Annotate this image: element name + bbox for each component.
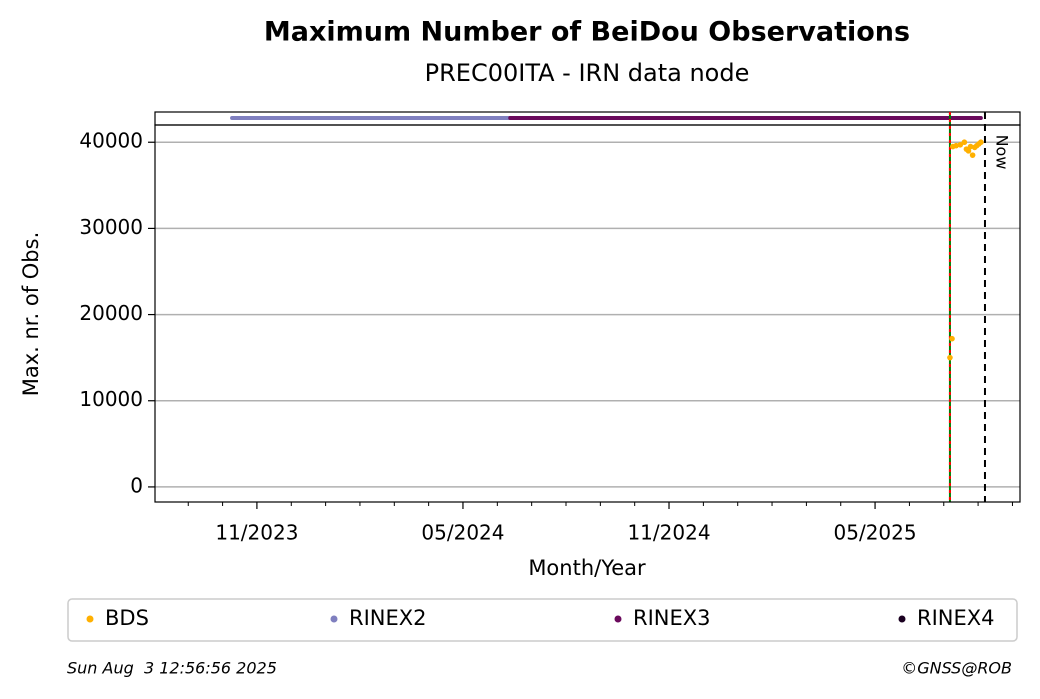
footer-date: Sun Aug 3 12:56:56 2025 xyxy=(67,659,277,678)
chart-subtitle: PREC00ITA - IRN data node xyxy=(425,59,750,87)
legend-marker xyxy=(330,615,338,623)
legend-label: RINEX3 xyxy=(633,606,711,630)
x-tick-label: 05/2025 xyxy=(834,521,917,545)
legend-marker xyxy=(898,615,906,623)
data-point xyxy=(947,354,953,361)
data-point xyxy=(957,142,964,148)
data-point xyxy=(949,335,955,342)
data-point xyxy=(969,152,976,158)
data-point xyxy=(978,139,984,146)
y-axis-label: Max. nr. of Obs. xyxy=(19,232,43,397)
data-point xyxy=(965,148,972,154)
legend-box xyxy=(67,598,1018,642)
x-tick-label: 11/2023 xyxy=(215,521,298,545)
legend-label: RINEX4 xyxy=(917,606,995,630)
legend-label: RINEX2 xyxy=(349,606,427,630)
chart-title: Maximum Number of BeiDou Observations xyxy=(264,17,910,48)
y-tick-label: 10000 xyxy=(79,387,143,411)
plot-frame xyxy=(154,124,1021,503)
y-tick-label: 0 xyxy=(130,473,143,497)
y-tick-label: 30000 xyxy=(79,215,143,239)
x-axis-label: Month/Year xyxy=(528,556,646,580)
x-tick-label: 11/2024 xyxy=(627,521,710,545)
legend-marker xyxy=(614,615,622,623)
y-tick-label: 40000 xyxy=(79,129,143,153)
legend-label: BDS xyxy=(105,606,149,630)
now-label: Now xyxy=(992,135,1011,170)
data-point xyxy=(961,139,968,146)
x-tick-label: 05/2024 xyxy=(421,521,504,545)
legend-marker xyxy=(86,615,94,623)
y-tick-label: 20000 xyxy=(79,301,143,325)
footer-credit: ©GNSS@ROB xyxy=(901,659,1012,678)
